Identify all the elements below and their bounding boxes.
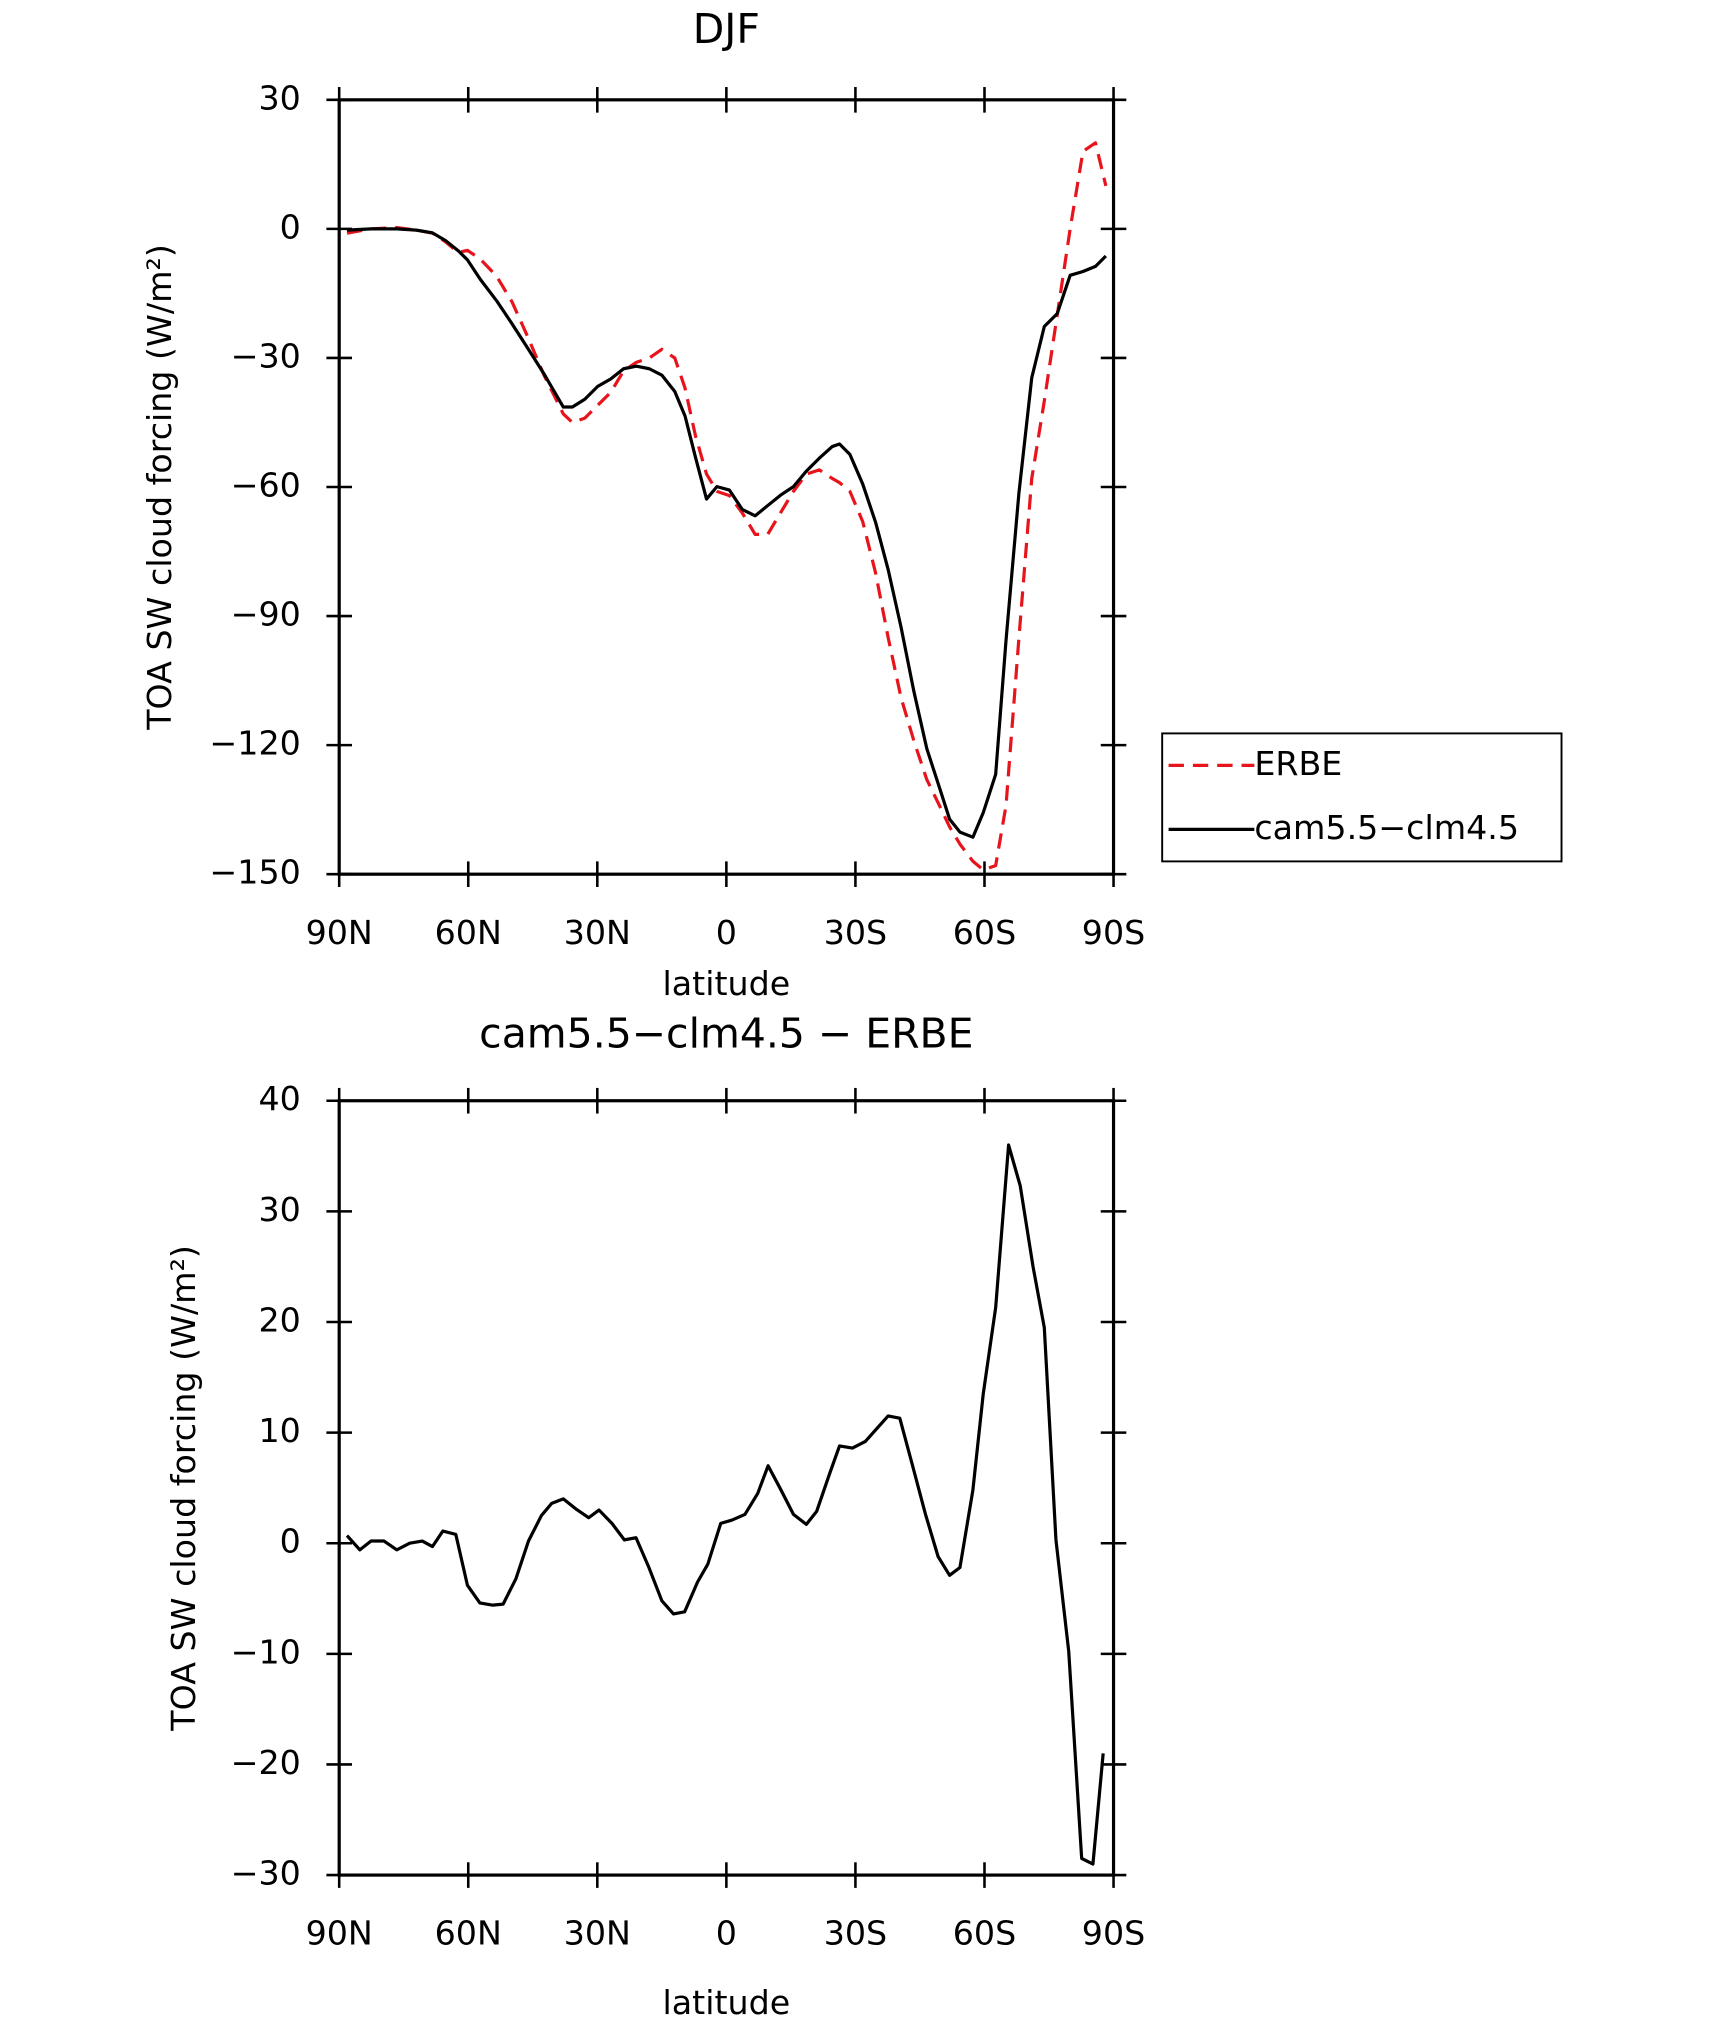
data-line: [346, 227, 1107, 839]
x-tick-label: 60N: [435, 913, 502, 952]
x-axis-label: latitude: [663, 964, 791, 1003]
y-tick-label: 30: [258, 78, 300, 117]
x-tick-label: 90N: [306, 913, 373, 952]
y-tick-label: −20: [231, 1743, 301, 1782]
y-axis-label: TOA SW cloud forcing (W/m²): [140, 244, 179, 731]
x-tick-label: 0: [716, 913, 737, 952]
y-tick-label: 0: [280, 207, 301, 246]
x-tick-label: 90S: [1082, 913, 1145, 952]
y-tick-label: −90: [231, 595, 301, 634]
data-line: [346, 141, 1108, 872]
x-tick-label: 30S: [824, 1914, 887, 1953]
y-tick-label: −30: [231, 1854, 301, 1893]
y-tick-label: 20: [258, 1300, 300, 1339]
x-tick-label: 60N: [435, 1914, 502, 1953]
y-tick-label: 10: [258, 1411, 300, 1450]
legend-label: ERBE: [1254, 744, 1342, 783]
y-tick-label: −120: [209, 724, 300, 763]
chart-title: cam5.5−clm4.5 − ERBE: [479, 1010, 973, 1058]
x-tick-label: 30N: [564, 913, 631, 952]
x-tick-label: 90N: [306, 1914, 373, 1953]
x-tick-label: 0: [716, 1914, 737, 1953]
y-tick-label: 40: [258, 1079, 300, 1118]
y-tick-label: 30: [258, 1190, 300, 1229]
y-tick-label: −60: [231, 466, 301, 505]
chart-title: DJF: [693, 5, 760, 53]
y-axis-label: TOA SW cloud forcing (W/m²): [164, 1245, 203, 1732]
plot-frame: [337, 1099, 1116, 1877]
x-tick-label: 60S: [953, 1914, 1016, 1953]
y-tick-label: −150: [209, 853, 300, 892]
y-tick-label: −10: [231, 1632, 301, 1671]
legend-box: [1161, 732, 1563, 863]
legend-label: cam5.5−clm4.5: [1254, 808, 1519, 847]
x-tick-label: 90S: [1082, 1914, 1145, 1953]
y-tick-label: 0: [280, 1522, 301, 1561]
y-tick-label: −30: [231, 336, 301, 375]
x-tick-label: 60S: [953, 913, 1016, 952]
data-line: [345, 1143, 1105, 1866]
x-axis-label: latitude: [663, 1983, 791, 2021]
x-tick-label: 30S: [824, 913, 887, 952]
x-tick-label: 30N: [564, 1914, 631, 1953]
